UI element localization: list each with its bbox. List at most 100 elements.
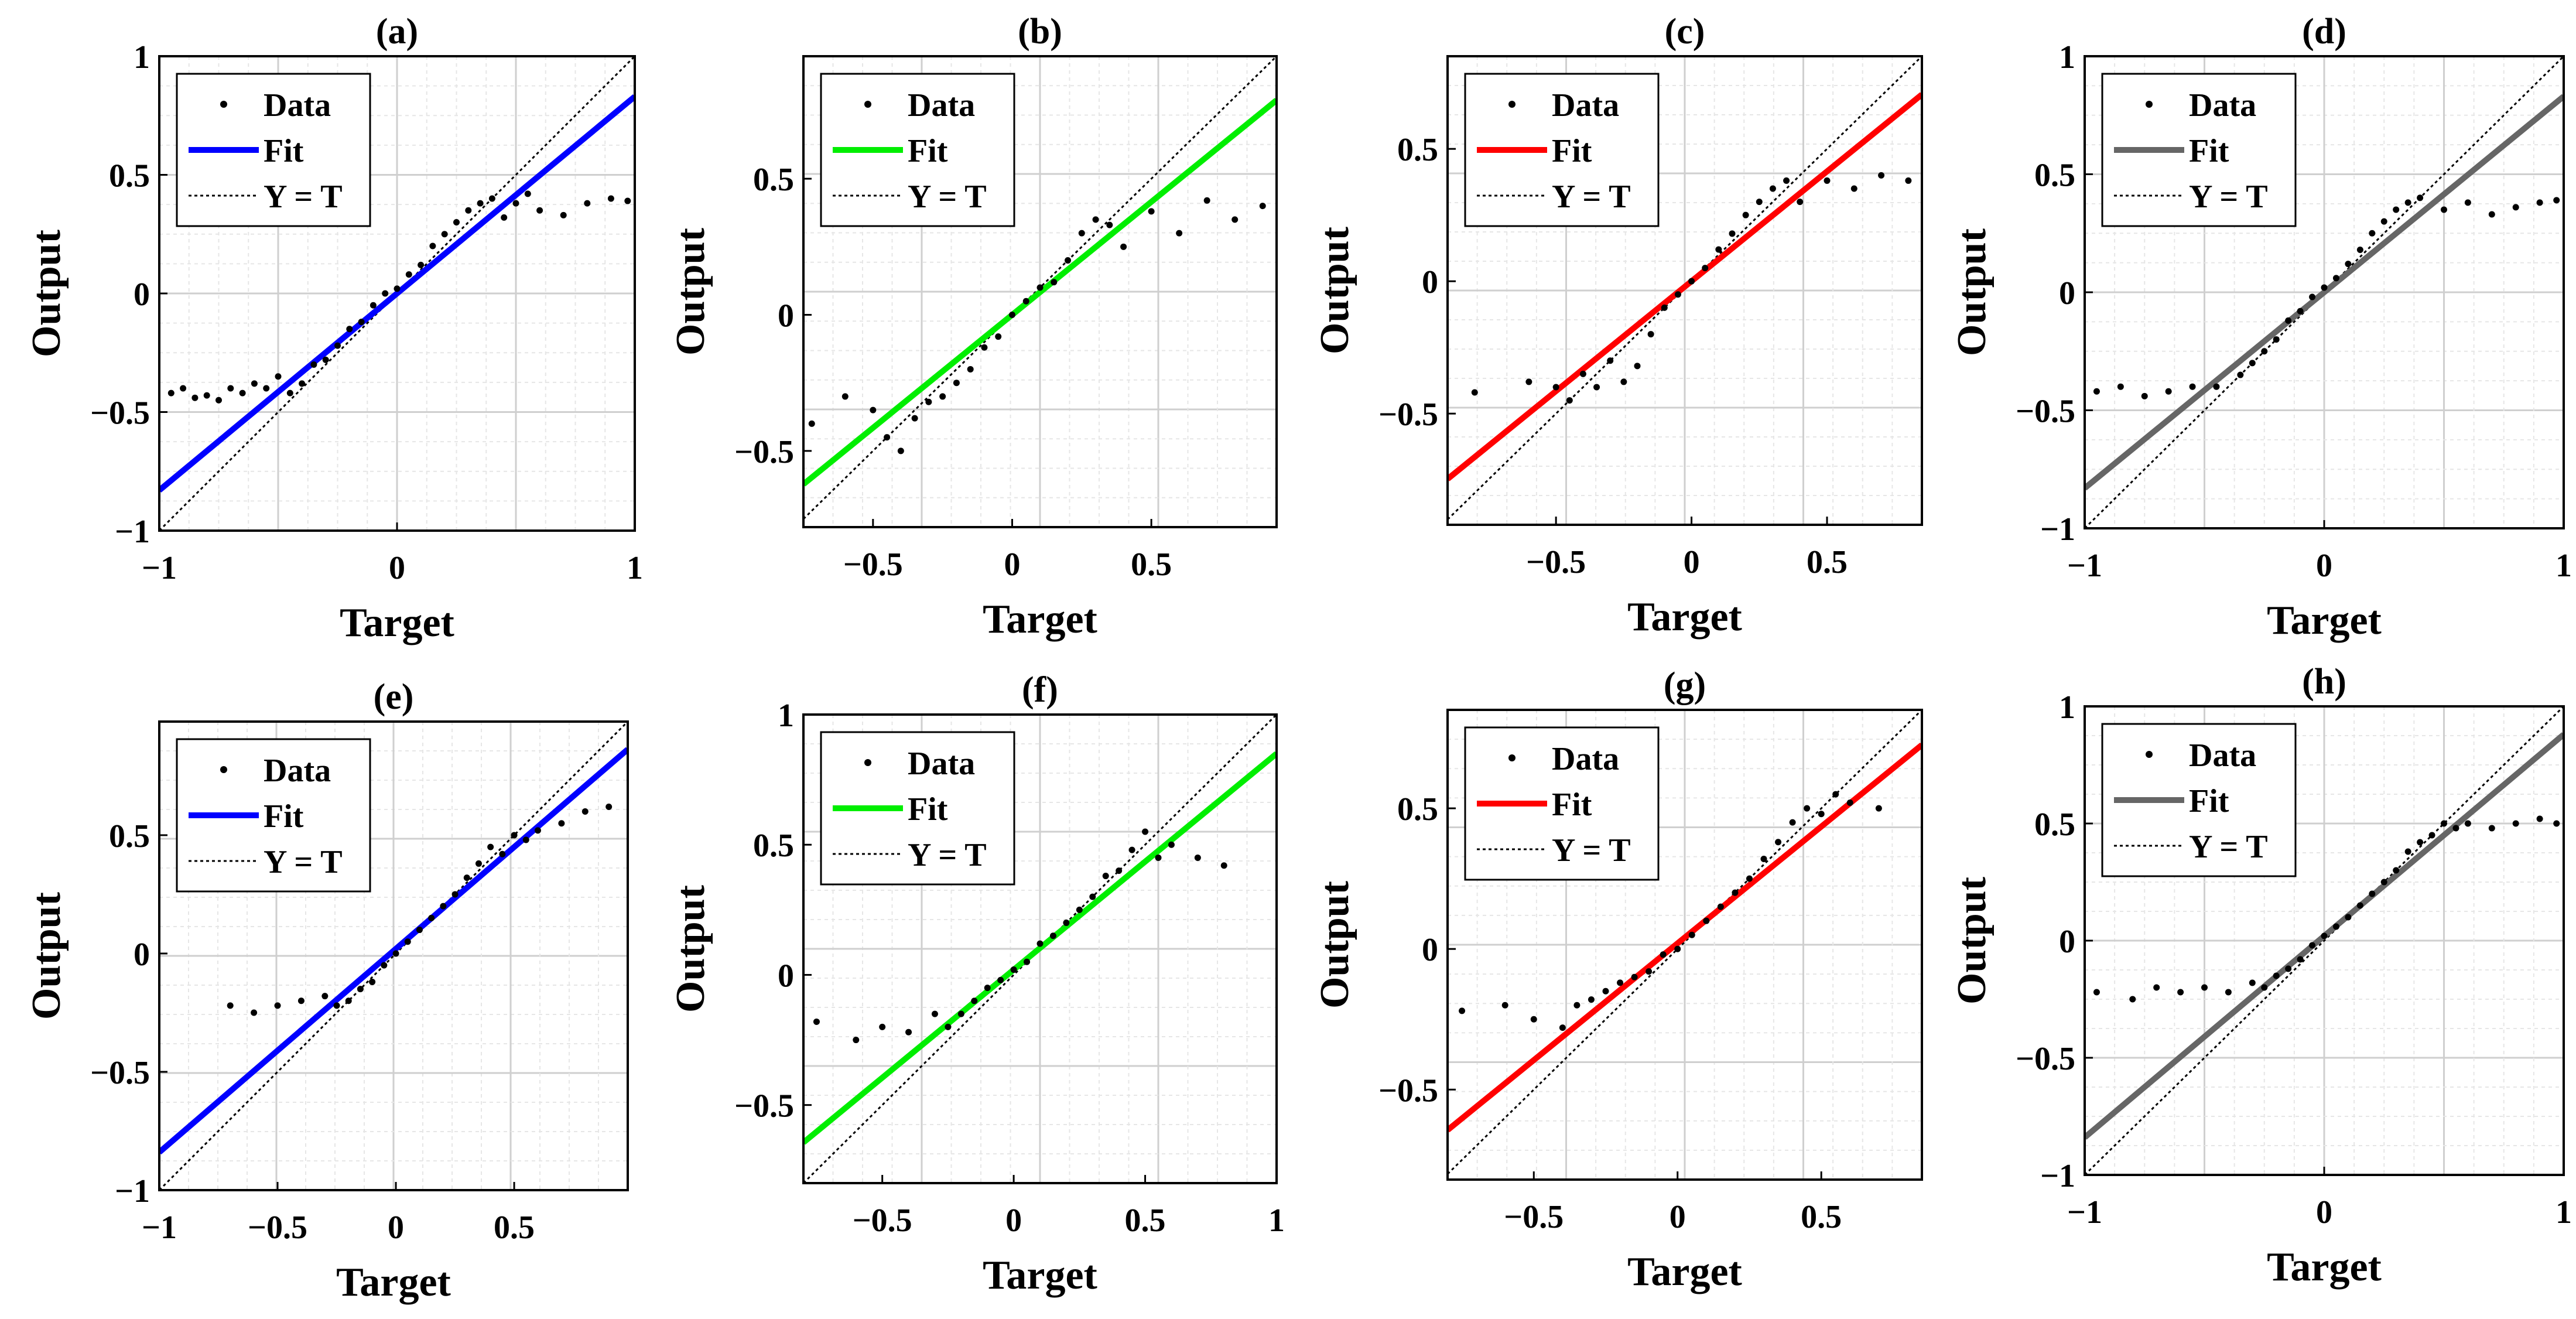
data-point (441, 231, 448, 238)
data-point (487, 843, 494, 850)
data-point (1168, 841, 1175, 848)
data-point (2417, 839, 2424, 846)
legend-label-data: Data (264, 87, 331, 124)
y-tick-label: −0.5 (90, 1055, 150, 1091)
y-tick-label: −0.5 (1378, 397, 1438, 433)
x-tick-label: −1 (142, 1209, 177, 1246)
y-tick-label: 1 (134, 39, 150, 76)
data-point (2380, 879, 2387, 886)
x-tick-label: −0.5 (1504, 1199, 1564, 1235)
data-point (1875, 805, 1882, 812)
data-point (984, 985, 991, 992)
data-point (2404, 848, 2411, 855)
data-point (180, 385, 187, 392)
data-point (522, 836, 529, 843)
y-tick-label: −0.5 (1378, 1072, 1438, 1109)
subplot-title: (b) (1018, 12, 1062, 52)
data-point (624, 197, 631, 204)
data-point (1783, 177, 1790, 184)
x-tick-label: 0 (2316, 1194, 2332, 1231)
subplot-title: (h) (2302, 662, 2346, 702)
data-point (286, 389, 293, 397)
legend-label-data: Data (1552, 741, 1619, 777)
legend-marker-data (864, 101, 871, 108)
data-point (1116, 867, 1123, 874)
data-point (1715, 246, 1722, 253)
data-point (534, 827, 541, 834)
legend-label-fit: Fit (1552, 787, 1592, 823)
legend-marker-data (220, 766, 227, 773)
data-point (1631, 973, 1638, 980)
legend-label-identity: Y = T (2189, 829, 2268, 865)
y-tick-label: 0.5 (1397, 791, 1438, 828)
data-point (925, 398, 932, 405)
x-tick-label: 0 (1684, 544, 1700, 580)
data-point (1661, 304, 1668, 311)
legend-marker-data (2146, 751, 2153, 758)
data-point (1742, 211, 1749, 218)
legend-marker-data (1508, 754, 1516, 761)
data-point (2380, 218, 2387, 225)
data-point (2356, 246, 2363, 253)
data-point (2536, 815, 2543, 822)
subplot-title: (f) (1022, 670, 1058, 710)
legend-label-data: Data (264, 753, 331, 789)
identity-line (803, 56, 1277, 520)
x-tick-label: 0.5 (1125, 1202, 1166, 1239)
y-axis-label: Output (1312, 881, 1357, 1009)
x-tick-label: 0 (1004, 546, 1020, 583)
data-point (1566, 397, 1573, 404)
data-point (1231, 216, 1239, 223)
y-tick-label: −1 (115, 514, 150, 550)
legend-label-data: Data (2189, 87, 2256, 124)
legend-label-fit: Fit (264, 133, 304, 169)
data-point (2417, 194, 2424, 201)
data-point (1660, 951, 1667, 958)
data-point (2297, 307, 2304, 315)
y-tick-label: 0 (778, 298, 794, 334)
data-point (1602, 987, 1609, 995)
data-point (465, 207, 472, 214)
data-point (2093, 989, 2100, 996)
data-point (2177, 989, 2184, 996)
legend: Data Fit Y = T (2101, 723, 2297, 877)
data-point (1746, 875, 1753, 882)
data-point (1525, 378, 1532, 385)
data-point (511, 832, 518, 839)
data-point (1076, 906, 1083, 913)
data-point (808, 420, 815, 427)
data-point (1617, 979, 1624, 986)
axes-frame (1446, 709, 1923, 1181)
axes-frame (802, 55, 1278, 528)
data-point (392, 950, 399, 957)
data-point (1607, 357, 1614, 364)
y-tick-label: −1 (115, 1173, 150, 1209)
legend-label-fit: Fit (908, 133, 948, 169)
data-point (1573, 1002, 1581, 1009)
data-point (512, 200, 519, 207)
data-point (2404, 199, 2411, 206)
legend-label-identity: Y = T (264, 844, 343, 880)
x-tick-label: −0.5 (1526, 544, 1586, 580)
data-point (440, 903, 447, 910)
data-point (2141, 392, 2148, 399)
data-point (1846, 799, 1853, 806)
identity-line (159, 722, 628, 1190)
data-point (911, 415, 918, 422)
data-point (1220, 862, 1227, 869)
data-point (416, 927, 423, 934)
y-tick-label: 0 (1422, 932, 1438, 968)
data-point (381, 962, 388, 969)
legend-marker-data (220, 101, 227, 108)
data-point (1588, 996, 1595, 1003)
data-point (1194, 854, 1201, 861)
data-point (345, 997, 352, 1004)
y-tick-label: 0.5 (2034, 158, 2075, 194)
legend-label-data: Data (2189, 737, 2256, 774)
data-point (2441, 820, 2447, 827)
subplot-7: −0.5 0 0.5 −0.5 0 0.5 (g) Target Output Data Fit Y … (1312, 665, 1923, 1294)
data-point (1797, 199, 1804, 206)
data-point (1688, 278, 1695, 285)
data-point (203, 392, 210, 399)
